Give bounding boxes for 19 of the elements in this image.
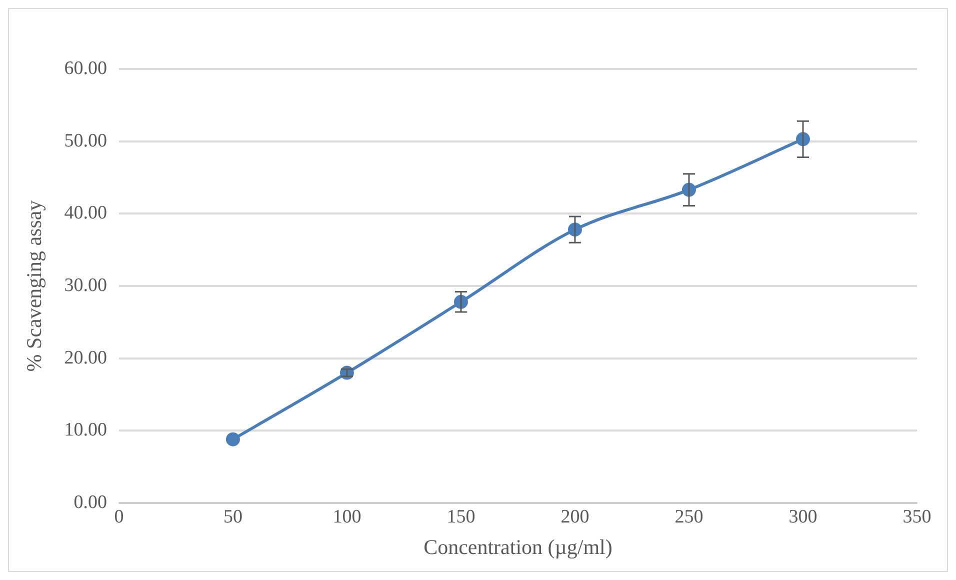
x-axis-title: Concentration (µg/ml): [424, 534, 612, 559]
x-tick-label: 300: [788, 506, 818, 528]
x-tick-label: 250: [674, 506, 704, 528]
point: [226, 432, 240, 446]
y-tick-label: 0.00: [74, 492, 107, 513]
y-tick-label: 20.00: [64, 347, 107, 368]
y-tick-label: 10.00: [64, 420, 107, 441]
y-tick-label: 30.00: [64, 274, 107, 296]
y-tick-label: 60.00: [64, 58, 107, 79]
point: [340, 366, 354, 380]
x-tick-label: 200: [560, 506, 590, 528]
x-tick-label: 50: [223, 506, 242, 528]
x-tick-label: 150: [446, 506, 476, 528]
y-tick-label: 40.00: [64, 202, 107, 224]
x-tick-label: 350: [902, 506, 932, 528]
x-tick-label: 0: [114, 506, 124, 528]
y-axis-title: % Scavenging assay: [22, 200, 46, 372]
y-tick-label: 50.00: [64, 130, 107, 152]
x-tick-label: 100: [332, 506, 362, 528]
